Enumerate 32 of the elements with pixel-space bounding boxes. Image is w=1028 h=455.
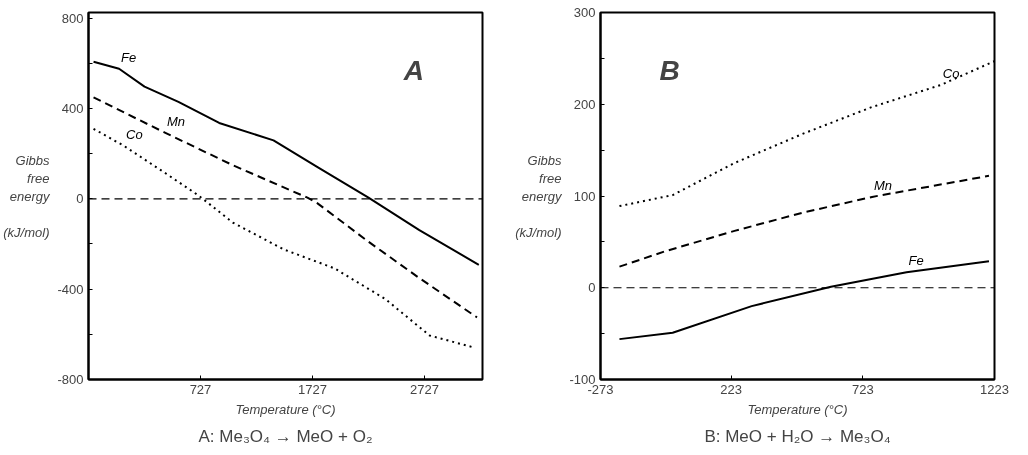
x-tick-label: 723 xyxy=(851,381,874,397)
y-tick-label: 100 xyxy=(573,188,596,204)
x-tick-label: 727 xyxy=(189,381,212,397)
line-series xyxy=(92,60,480,266)
y-tick-label: 400 xyxy=(61,100,84,116)
y-tick-label: -800 xyxy=(57,372,84,387)
line-series xyxy=(92,96,479,319)
text: B: MeO + H₂O → Me₃O₄ xyxy=(704,426,891,446)
series-label: Fe xyxy=(121,49,137,65)
x-axis-title: Temperature (°C) xyxy=(747,401,848,417)
series-label: Co xyxy=(942,65,960,81)
text: A: Me₃O₄ → MeO + O₂ xyxy=(198,426,373,446)
y-tick-label: 0 xyxy=(76,191,84,207)
x-axis-title: Temperature (°C) xyxy=(235,401,336,417)
annotation: A xyxy=(402,54,424,86)
annotation: B xyxy=(659,54,680,86)
x-tick-label: 2727 xyxy=(410,381,439,397)
x-tick-label: 1727 xyxy=(298,381,327,397)
series-label: Mn xyxy=(874,177,893,193)
line-series xyxy=(618,174,990,268)
series-label: Co xyxy=(126,126,143,142)
y-tick-label: 0 xyxy=(588,280,596,296)
series-label: Fe xyxy=(908,253,924,269)
y-tick-label: -400 xyxy=(57,281,84,297)
y-tick-label: 800 xyxy=(61,10,84,26)
series-label: Mn xyxy=(166,113,185,129)
x-tick-label: 223 xyxy=(720,381,742,397)
text: Gibbs free energy (kJ/mol) xyxy=(3,152,50,240)
y-tick-label: 300 xyxy=(573,5,596,20)
text: Gibbs free energy (kJ/mol) xyxy=(515,152,562,240)
x-tick-label: 1223 xyxy=(980,381,1009,397)
y-tick-label: 200 xyxy=(573,96,596,112)
